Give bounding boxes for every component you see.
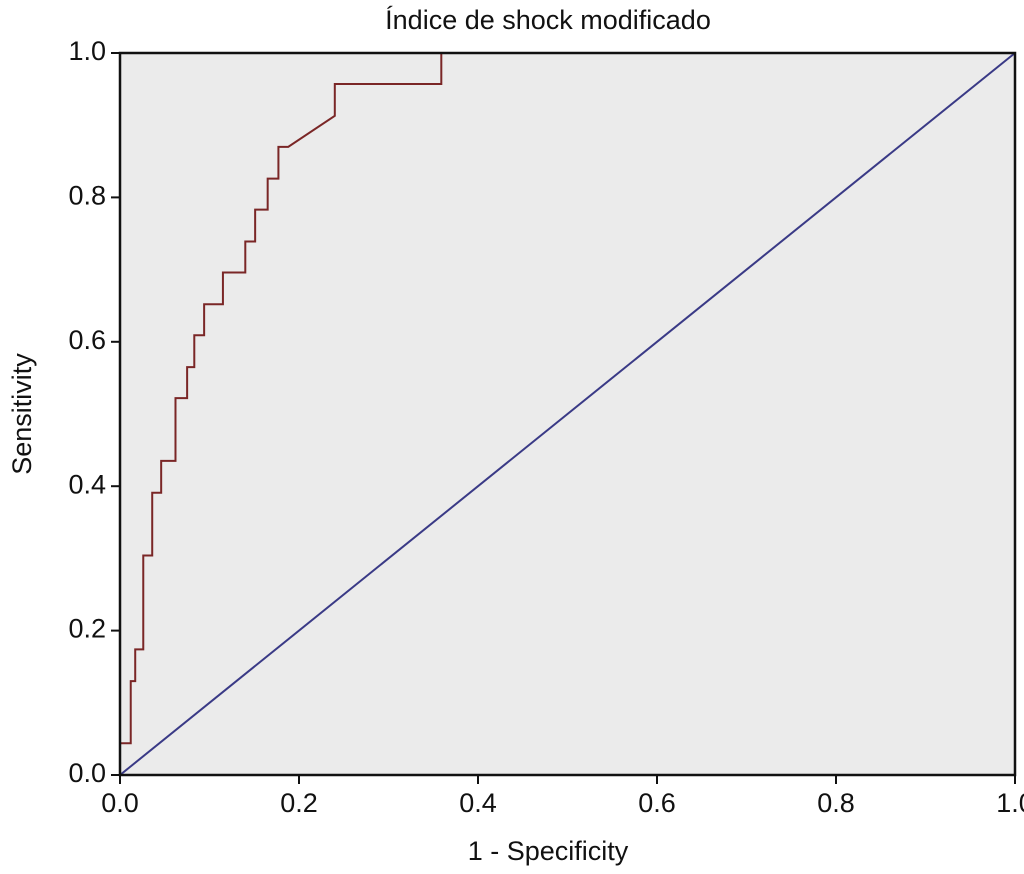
y-tick-label: 0.6 xyxy=(68,325,106,355)
y-tick-label: 0.2 xyxy=(68,614,106,644)
x-tick-label: 0.8 xyxy=(817,788,855,818)
x-tick-label: 0.2 xyxy=(280,788,318,818)
x-tick-label: 0.0 xyxy=(101,788,139,818)
x-tick-label: 0.6 xyxy=(638,788,676,818)
y-tick-label: 0.4 xyxy=(68,469,106,499)
series-line xyxy=(119,52,1015,775)
x-axis-label: 1 - Specificity xyxy=(468,836,629,866)
x-tick-label: 1.0 xyxy=(996,788,1024,818)
plot-border xyxy=(118,51,1017,777)
series-line xyxy=(119,52,1016,776)
x-tick-label: 0.4 xyxy=(459,788,497,818)
y-tick-label: 0.0 xyxy=(68,758,106,788)
y-axis-label: Sensitivity xyxy=(7,353,37,475)
y-tick-label: 1.0 xyxy=(68,36,106,66)
chart-title: Índice de shock modificado xyxy=(385,5,711,35)
y-tick-label: 0.8 xyxy=(68,181,106,211)
